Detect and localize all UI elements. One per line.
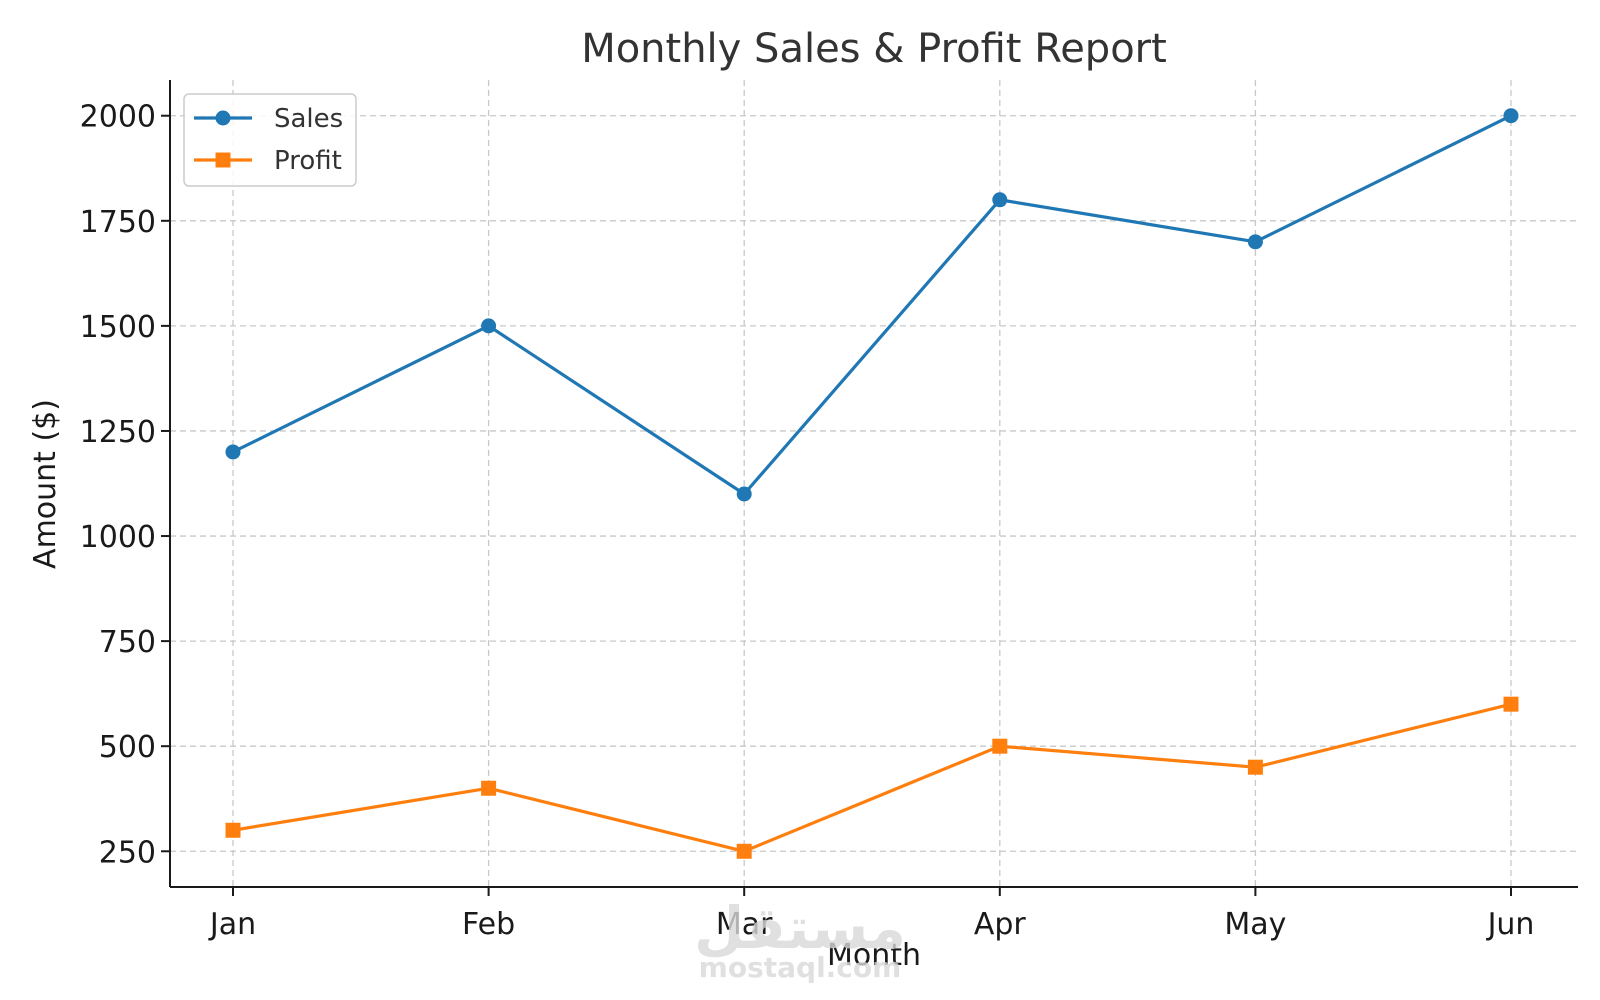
y-tick-label-1750: 1750 — [80, 205, 156, 240]
y-axis-label: Amount ($) — [28, 399, 63, 569]
data-point-sales-jan — [225, 444, 241, 460]
chart-title: Monthly Sales & Profit Report — [581, 26, 1167, 72]
y-tick-label-1000: 1000 — [80, 520, 156, 555]
y-tick-label-2000: 2000 — [80, 100, 156, 135]
data-point-profit-mar — [736, 843, 752, 859]
data-point-sales-jun — [1503, 108, 1519, 124]
y-tick-label-500: 500 — [99, 730, 156, 765]
x-tick-label-may: May — [1224, 907, 1286, 942]
y-tick-label-250: 250 — [99, 835, 156, 870]
series-line-profit — [232, 702, 1512, 853]
data-point-profit-feb — [481, 780, 497, 796]
watermark-arabic-logo: مستقل — [694, 894, 906, 962]
series-line-sales — [232, 114, 1512, 496]
x-tick-label-mar: Mar — [716, 907, 773, 942]
legend-label-profit: Profit — [274, 146, 342, 176]
watermark: مستقل mostaql.com — [694, 894, 906, 984]
legend-label-sales: Sales — [274, 104, 343, 134]
data-point-profit-jun — [1503, 696, 1519, 712]
y-tick-label-750: 750 — [99, 625, 156, 660]
legend: Sales Profit — [183, 93, 357, 187]
x-tick-label-feb: Feb — [462, 907, 515, 942]
series-profit — [225, 696, 1519, 859]
x-axis-label: Month — [827, 938, 921, 973]
legend-item-profit: Profit — [194, 146, 342, 176]
legend-marker-profit — [215, 152, 231, 168]
x-tick-label-apr: Apr — [974, 907, 1027, 942]
data-point-profit-may — [1247, 759, 1263, 775]
grid — [170, 80, 1578, 887]
x-tick-label-jun: Jun — [1486, 907, 1535, 942]
y-tick-label-1500: 1500 — [80, 310, 156, 345]
data-point-profit-apr — [992, 738, 1008, 754]
data-point-profit-jan — [225, 822, 241, 838]
legend-marker-sales — [215, 110, 231, 126]
axes — [169, 80, 1578, 888]
x-tick-label-jan: Jan — [208, 907, 256, 942]
data-point-sales-mar — [736, 486, 752, 502]
y-tick-label-1250: 1250 — [80, 415, 156, 450]
ticks: Jan Feb Mar Apr May Jun 250 500 750 1000 1250 1500 1… — [80, 100, 1535, 942]
data-point-sales-may — [1247, 234, 1263, 250]
series — [225, 108, 1519, 859]
series-sales — [225, 108, 1519, 502]
data-point-sales-apr — [992, 192, 1008, 208]
data-point-sales-feb — [481, 318, 497, 334]
legend-item-sales: Sales — [194, 104, 343, 134]
watermark-latin-logo: mostaql.com — [699, 951, 902, 984]
